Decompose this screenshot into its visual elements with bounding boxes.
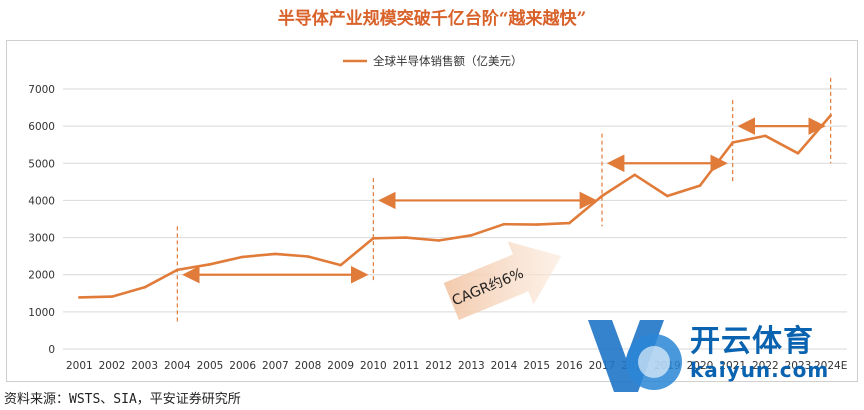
chart-title: 半导体产业规模突破千亿台阶“越来越快” — [277, 9, 587, 29]
data-point — [764, 134, 767, 138]
y-tick-label: 1000 — [28, 307, 55, 319]
x-tick-label: 2013 — [458, 360, 485, 372]
y-tick-label: 5000 — [28, 158, 55, 170]
x-tick-label: 2024E — [814, 360, 847, 372]
x-tick-label: 2012 — [425, 360, 452, 372]
data-point — [306, 255, 310, 258]
x-tick-label: 2001 — [66, 360, 93, 372]
legend-label: 全球半导体销售额（亿美元） — [373, 54, 523, 68]
x-tick-label: 2020 — [687, 360, 714, 372]
y-tick-label: 4000 — [28, 195, 55, 207]
series-line — [79, 114, 832, 299]
x-tick-label: 2002 — [99, 360, 126, 372]
source-note: 资料来源：WSTS、SIA，平安证券研究所 — [4, 392, 241, 407]
divider-layer — [176, 77, 832, 323]
x-tick-label: 2004 — [164, 360, 191, 372]
x-tick-label: 2022 — [752, 360, 779, 372]
x-tick-label: 2005 — [197, 360, 224, 372]
y-tick-label: 2000 — [28, 270, 55, 282]
data-point — [404, 236, 408, 239]
x-tick-label: 2009 — [327, 360, 354, 372]
x-tick-label: 2007 — [262, 360, 289, 372]
x-tick-label: 2014 — [491, 360, 518, 372]
data-point — [470, 234, 473, 237]
data-point — [176, 268, 179, 272]
y-tick-label: 7000 — [28, 84, 55, 96]
y-axis-ticks: 0 1000 2000 3000 4000 5000 6000 7000 — [28, 84, 55, 356]
chart-card: 0 1000 2000 3000 4000 5000 6000 7000 2001 2002 20… — [6, 40, 858, 382]
watermark-text-cn: 开云体育 — [690, 324, 814, 359]
watermark-logo — [588, 320, 682, 392]
data-point — [568, 221, 571, 225]
line-chart: 0 1000 2000 3000 4000 5000 6000 7000 2001 2002 20… — [28, 54, 847, 372]
data-point — [208, 263, 212, 266]
data-point — [372, 237, 375, 240]
x-tick-label: 2016 — [556, 360, 583, 372]
x-tick-label: 2008 — [295, 360, 322, 372]
data-point — [437, 239, 440, 242]
x-tick-label: 2006 — [229, 360, 256, 372]
data-point — [698, 184, 702, 187]
data-point — [600, 194, 604, 198]
data-point — [535, 223, 538, 226]
data-point — [633, 173, 636, 177]
data-point — [339, 263, 342, 267]
x-tick-label: 2021 — [719, 360, 746, 372]
watermark-text-en: kaiyun.com — [690, 358, 830, 382]
data-point — [502, 222, 506, 226]
data-point — [78, 296, 81, 299]
data-point — [829, 114, 832, 117]
y-tick-label: 3000 — [28, 233, 55, 245]
x-tick-label: 2011 — [393, 360, 420, 372]
data-point — [241, 255, 244, 259]
y-tick-label: 6000 — [28, 121, 55, 133]
data-point — [731, 141, 734, 144]
data-point — [796, 151, 800, 155]
x-tick-label: 2003 — [131, 360, 158, 372]
x-tick-label: 2015 — [523, 360, 550, 372]
span-arrow-layer — [182, 117, 826, 284]
cagr-arrow — [443, 241, 562, 320]
data-point — [274, 252, 277, 256]
y-tick-label: 0 — [48, 344, 55, 356]
x-tick-label: 2023 — [785, 360, 812, 372]
x-tick-label: 2010 — [360, 360, 387, 372]
series-layer — [78, 114, 832, 299]
legend: 全球半导体销售额（亿美元） — [343, 54, 523, 68]
data-point — [666, 194, 669, 198]
data-point — [143, 286, 146, 289]
cagr-arrow-group: CAGR约6% — [443, 241, 562, 320]
data-point — [110, 295, 114, 298]
